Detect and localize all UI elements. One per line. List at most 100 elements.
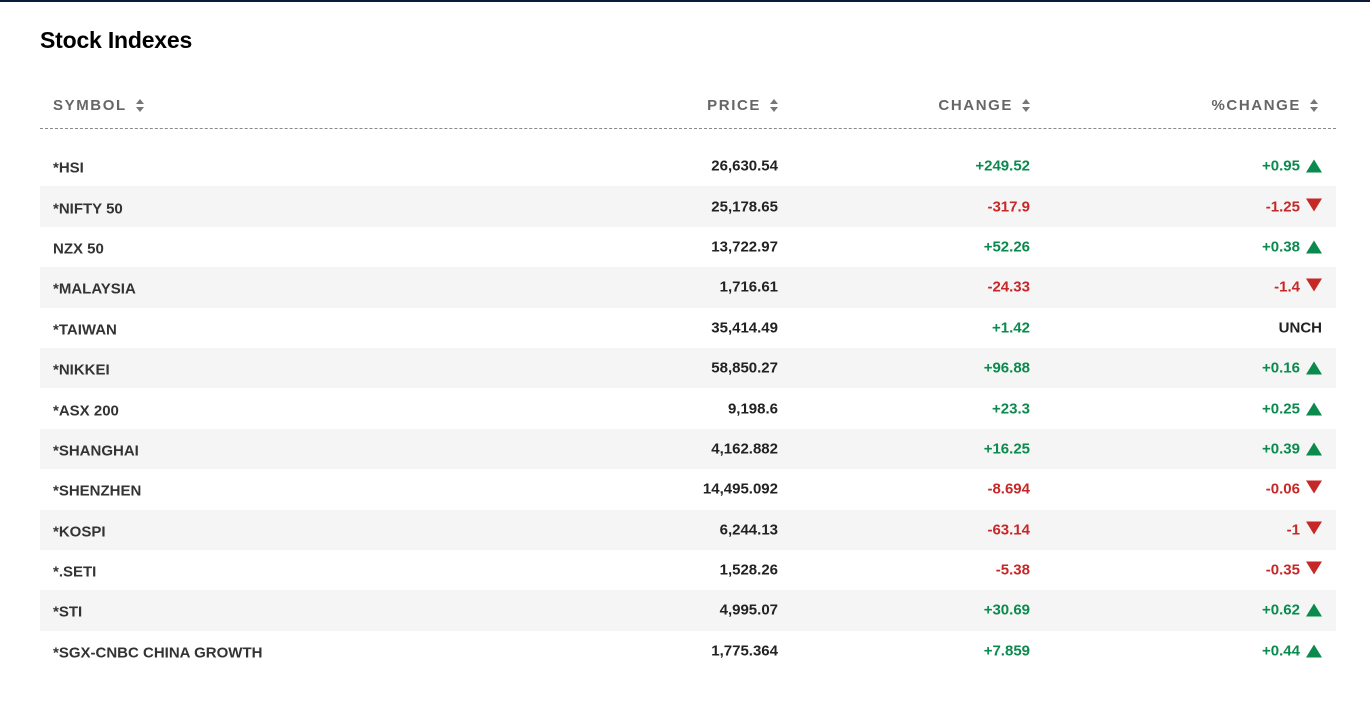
price-value: 14,495.092	[702, 480, 778, 498]
top-border	[0, 0, 1370, 2]
up-triangle-icon	[1306, 361, 1322, 375]
change-value: +1.42	[992, 319, 1030, 337]
change-value: -5.38	[995, 561, 1030, 579]
symbol-link[interactable]: *MALAYSIA	[53, 280, 136, 298]
price-value: 6,244.13	[719, 521, 778, 539]
pct-change-cell: +0.62	[1262, 602, 1322, 619]
price-value: 26,630.54	[711, 157, 778, 175]
table-row: *SHANGHAI 4,162.882 +16.25 +0.39	[40, 428, 1336, 470]
table-row: *SHENZHEN 14,495.092 -8.694 -0.06	[40, 469, 1336, 509]
symbol-link[interactable]: *HSI	[53, 159, 84, 177]
change-column-label: CHANGE	[938, 97, 1013, 114]
change-value: +30.69	[983, 601, 1030, 619]
up-triangle-icon	[1306, 603, 1322, 617]
sort-arrows-icon	[1310, 98, 1318, 114]
change-value: +249.52	[975, 157, 1030, 175]
stock-index-table: SYMBOL PRICE CHANGE %CHANGE *HSI 26,630.5…	[40, 84, 1336, 671]
pct-change-cell: -1	[1287, 521, 1322, 538]
price-value: 1,716.61	[719, 278, 778, 296]
table-row: *KOSPI 6,244.13 -63.14 -1	[40, 509, 1336, 550]
pct-change-cell: -0.35	[1265, 561, 1322, 579]
pct-change-cell: +0.44	[1262, 642, 1322, 659]
symbol-link[interactable]: *ASX 200	[53, 402, 119, 420]
price-value: 1,528.26	[719, 561, 778, 579]
table-row: NZX 50 13,722.97 +52.26 +0.38	[40, 227, 1336, 267]
up-triangle-icon	[1306, 442, 1322, 456]
pct-change-cell: +0.38	[1262, 238, 1322, 255]
table-row: *SGX-CNBC CHINA GROWTH 1,775.364 +7.859 +0.…	[40, 631, 1336, 671]
down-triangle-icon	[1306, 278, 1322, 292]
price-value: 9,198.6	[727, 400, 778, 418]
symbol-link[interactable]: *SHANGHAI	[53, 442, 139, 460]
pct-change-value: +0.95	[1262, 157, 1300, 175]
table-row: *NIKKEI 58,850.27 +96.88 +0.16	[40, 347, 1336, 389]
up-triangle-icon	[1306, 159, 1322, 173]
pct-change-cell: +0.39	[1262, 440, 1322, 457]
sort-by-pct-change-header[interactable]: %CHANGE	[1211, 97, 1318, 114]
price-value: 4,995.07	[719, 601, 778, 619]
pct-change-cell: -1.25	[1266, 198, 1322, 215]
sort-by-change-header[interactable]: CHANGE	[938, 97, 1030, 114]
pct-change-cell: +0.25	[1262, 400, 1322, 417]
symbol-link[interactable]: *SHENZHEN	[53, 482, 142, 500]
down-triangle-icon	[1306, 480, 1322, 494]
price-value: 1,775.364	[711, 642, 778, 660]
price-value: 35,414.49	[711, 319, 778, 337]
sort-arrows-icon	[1022, 98, 1030, 114]
pct-change-cell: +0.95	[1262, 158, 1322, 175]
pct-change-value: -1.4	[1274, 278, 1300, 296]
symbol-link[interactable]: *.SETI	[53, 563, 97, 581]
table-row: *HSI 26,630.54 +249.52 +0.95	[40, 146, 1336, 186]
price-value: 13,722.97	[711, 238, 778, 256]
change-value: -317.9	[987, 198, 1030, 216]
symbol-link[interactable]: *SGX-CNBC CHINA GROWTH	[53, 644, 263, 662]
symbol-link[interactable]: *NIFTY 50	[53, 200, 123, 218]
change-value: +16.25	[983, 440, 1030, 458]
sort-arrows-icon	[135, 98, 144, 114]
table-row: *NIFTY 50 25,178.65 -317.9 -1.25	[40, 186, 1336, 227]
change-value: -24.33	[987, 278, 1030, 296]
table-row: *.SETI 1,528.26 -5.38 -0.35	[40, 550, 1336, 590]
sort-by-price-header[interactable]: PRICE	[707, 97, 778, 114]
change-value: +52.26	[983, 238, 1030, 256]
down-triangle-icon	[1306, 521, 1322, 535]
sort-by-symbol-header[interactable]: SYMBOL	[53, 97, 144, 114]
table-header: SYMBOL PRICE CHANGE %CHANGE	[40, 84, 1336, 129]
pct-change-value: -0.35	[1265, 561, 1300, 579]
change-value: -63.14	[987, 521, 1030, 539]
pct-change-value: +0.62	[1262, 601, 1300, 619]
pct-change-value: +0.25	[1262, 400, 1300, 418]
price-value: 4,162.882	[711, 440, 778, 458]
up-triangle-icon	[1306, 240, 1322, 254]
pct-change-value: -0.06	[1265, 480, 1300, 498]
pct-change-cell: -1.4	[1274, 278, 1322, 296]
symbol-link[interactable]: *TAIWAN	[53, 321, 117, 339]
pct-change-value: +0.44	[1262, 642, 1300, 660]
change-value: +96.88	[983, 359, 1030, 377]
pct-change-value: UNCH	[1278, 319, 1322, 337]
pct-change-value: +0.38	[1262, 238, 1300, 256]
change-value: +7.859	[983, 642, 1030, 660]
symbol-link[interactable]: *KOSPI	[53, 523, 106, 541]
symbol-link[interactable]: *STI	[53, 603, 83, 621]
price-value: 25,178.65	[711, 198, 778, 216]
symbol-link[interactable]: *NIKKEI	[53, 361, 110, 379]
down-triangle-icon	[1306, 561, 1322, 575]
pct-change-value: -1	[1286, 521, 1300, 539]
pct-change-value: +0.16	[1262, 359, 1300, 377]
table-row: *STI 4,995.07 +30.69 +0.62	[40, 590, 1336, 631]
table-row: *TAIWAN 35,414.49 +1.42 UNCH	[40, 308, 1336, 348]
pct-change-cell: UNCH	[1279, 319, 1322, 336]
table-row: *ASX 200 9,198.6 +23.3 +0.25	[40, 388, 1336, 428]
table-row: *MALAYSIA 1,716.61 -24.33 -1.4	[40, 267, 1336, 308]
price-column-label: PRICE	[707, 97, 761, 114]
up-triangle-icon	[1306, 402, 1322, 416]
symbol-link[interactable]: NZX 50	[53, 240, 104, 258]
pct-change-column-label: %CHANGE	[1211, 97, 1301, 114]
price-value: 58,850.27	[711, 359, 778, 377]
change-value: +23.3	[992, 400, 1030, 418]
down-triangle-icon	[1306, 198, 1322, 212]
pct-change-value: -1.25	[1265, 198, 1300, 216]
page-title: Stock Indexes	[40, 27, 193, 53]
pct-change-cell: -0.06	[1265, 480, 1322, 498]
